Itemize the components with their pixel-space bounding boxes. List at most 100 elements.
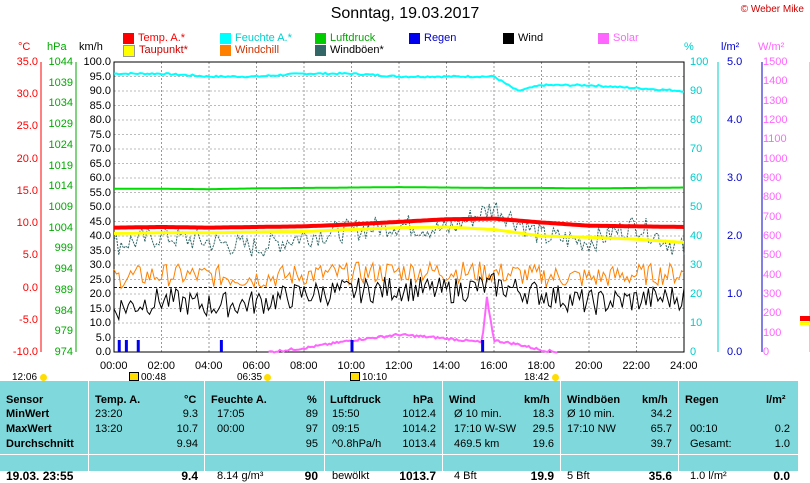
solar-tick-label: 700: [763, 210, 782, 223]
legend-label: Taupunkt*: [139, 44, 188, 56]
wind-tick-label: 5.0: [95, 331, 111, 344]
legend-solar: Solar: [598, 32, 639, 45]
sun-icon: [40, 374, 47, 381]
legend-label: Regen: [424, 32, 457, 44]
humidity-tick-label: 80: [690, 114, 703, 126]
wind-tick-label: 10.0: [89, 317, 111, 329]
pressure-tick-label: 1004: [48, 221, 73, 234]
humidity-tick-label: 90: [690, 85, 703, 97]
sunset-label: 18:42: [524, 372, 550, 383]
stats-cell-wind_t: 469.5 km: [454, 438, 500, 450]
time-tick-label: 10:00: [337, 360, 366, 372]
time-tick-label: 12:00: [385, 360, 413, 372]
time-tick-label: 22:00: [622, 360, 651, 372]
stats-cell-temp_v: 10.7: [176, 423, 198, 435]
pressure-tick-label: 1044: [48, 56, 73, 68]
temp-tick-label: 15.0: [16, 184, 38, 197]
stats-cell-gust_v: 39.7: [650, 438, 672, 450]
time-tick-label: 02:00: [147, 360, 176, 372]
weather-chart: [40, 61, 810, 354]
humidity-tick-label: 20: [690, 288, 703, 300]
stats-cell-rain_v: 1.0: [774, 438, 790, 450]
legend-swatch: [123, 44, 135, 57]
temp-tick-label: 10.0: [16, 217, 38, 230]
wind-tick-label: 25.0: [89, 273, 111, 286]
stats-cell-gust_v: 65.7: [650, 423, 672, 435]
wind-tick-label: 15.0: [89, 302, 111, 315]
stats-cell-temp_v: 9.3: [182, 408, 198, 420]
wind-line: [113, 272, 685, 322]
stats-cell-wind_v: 18.3: [532, 408, 554, 420]
time-tick-label: 18:00: [527, 360, 556, 372]
legend-rain: Regen: [409, 32, 456, 45]
legend-label: Luftdruck: [330, 32, 376, 44]
stats-cell-gust_t: Ø 10 min.: [567, 408, 615, 420]
stats-cell-wind_v: 19.9: [530, 469, 554, 483]
rain-bar: [350, 340, 354, 352]
edge-mark: [800, 316, 810, 321]
pressure-tick-label: 999: [54, 242, 73, 255]
stats-header-sensor: Sensor: [6, 394, 44, 406]
stats-cell-press_v: 1012.4: [402, 408, 436, 420]
wind-tick-label: 45.0: [89, 215, 111, 228]
rain-tick-label: 0.0: [727, 346, 743, 358]
rain-tick-label: 2.0: [727, 230, 743, 242]
legend-wind: Wind: [503, 32, 543, 45]
wind-tick-label: 100.0: [83, 56, 111, 68]
legend-label: Feuchte A.*: [235, 32, 292, 44]
humidity-tick-label: 50: [690, 201, 703, 213]
stats-cell-press_t: ^0.8hPa/h: [332, 438, 382, 450]
wind-tick-label: 90.0: [89, 85, 111, 97]
solar-tick-label: 300: [763, 288, 782, 300]
wind-tick-label: 50.0: [89, 201, 111, 213]
solar-tick-label: 600: [763, 230, 782, 242]
credit-text: © Weber Mike: [740, 4, 804, 15]
legend-pressure: Luftdruck: [315, 32, 375, 45]
pressure-tick-label: 1009: [48, 201, 73, 213]
solar-tick-label: 100: [763, 326, 782, 339]
dewpoint-line: [114, 225, 685, 244]
legend-swatch: [220, 45, 231, 56]
humidity-tick-label: 30: [690, 259, 703, 271]
stats-cell-gust_t: 5 Bft: [567, 470, 590, 482]
legend-swatch: [123, 33, 134, 44]
pressure-tick-label: 1029: [48, 118, 73, 131]
stats-cell-rain_t: 00:10: [690, 423, 718, 435]
stats-cell-wind_v: 29.5: [532, 423, 554, 435]
legend-swatch: [315, 45, 326, 56]
legend-label: Temp. A.*: [138, 32, 186, 44]
time-tick-label: 14:00: [432, 360, 461, 372]
temp-tick-label: -5.0: [19, 313, 38, 326]
stats-header-press: Luftdruck: [330, 394, 381, 406]
stats-cell-temp_t: 23:20: [95, 408, 123, 420]
wind-tick-label: 35.0: [89, 244, 111, 257]
humidity-tick-label: 40: [690, 230, 703, 242]
pressure-tick-label: 989: [54, 283, 73, 296]
stats-header-rain-unit: l/m²: [766, 394, 786, 406]
pressure-tick-label: 1019: [48, 159, 73, 172]
stats-header-hum: Feuchte A.: [211, 394, 267, 406]
stats-cell-gust_v: 34.2: [650, 408, 672, 420]
solar-tick-label: 1300: [763, 94, 788, 107]
stats-cell-hum_t: 17:05: [217, 408, 245, 420]
stats-header-hum-unit: %: [307, 394, 317, 406]
temp-axis-unit: °C: [18, 41, 31, 53]
humidity-axis-unit: %: [684, 41, 694, 53]
humidity-tick-label: 60: [690, 172, 703, 184]
moon-time-1: 00:48: [141, 372, 167, 383]
wind-tick-label: 70.0: [89, 143, 111, 155]
stats-cell-temp_v: 9.94: [176, 438, 198, 450]
temp-tick-label: -10.0: [12, 346, 38, 358]
solar-line: [268, 296, 558, 354]
day-start-label: 12:06: [12, 372, 38, 383]
temp-tick-label: 25.0: [16, 120, 38, 133]
wind-tick-label: 60.0: [89, 172, 111, 184]
solar-tick-label: 900: [763, 172, 782, 184]
stats-header-rain: Regen: [685, 394, 719, 406]
rain-bar: [117, 340, 121, 352]
humidity-tick-label: 10: [690, 317, 703, 329]
solar-tick-label: 500: [763, 249, 782, 262]
legend-label: Windböen*: [330, 44, 384, 56]
rain-tick-label: 3.0: [727, 172, 743, 184]
legend-gust: Windböen*: [315, 44, 384, 57]
